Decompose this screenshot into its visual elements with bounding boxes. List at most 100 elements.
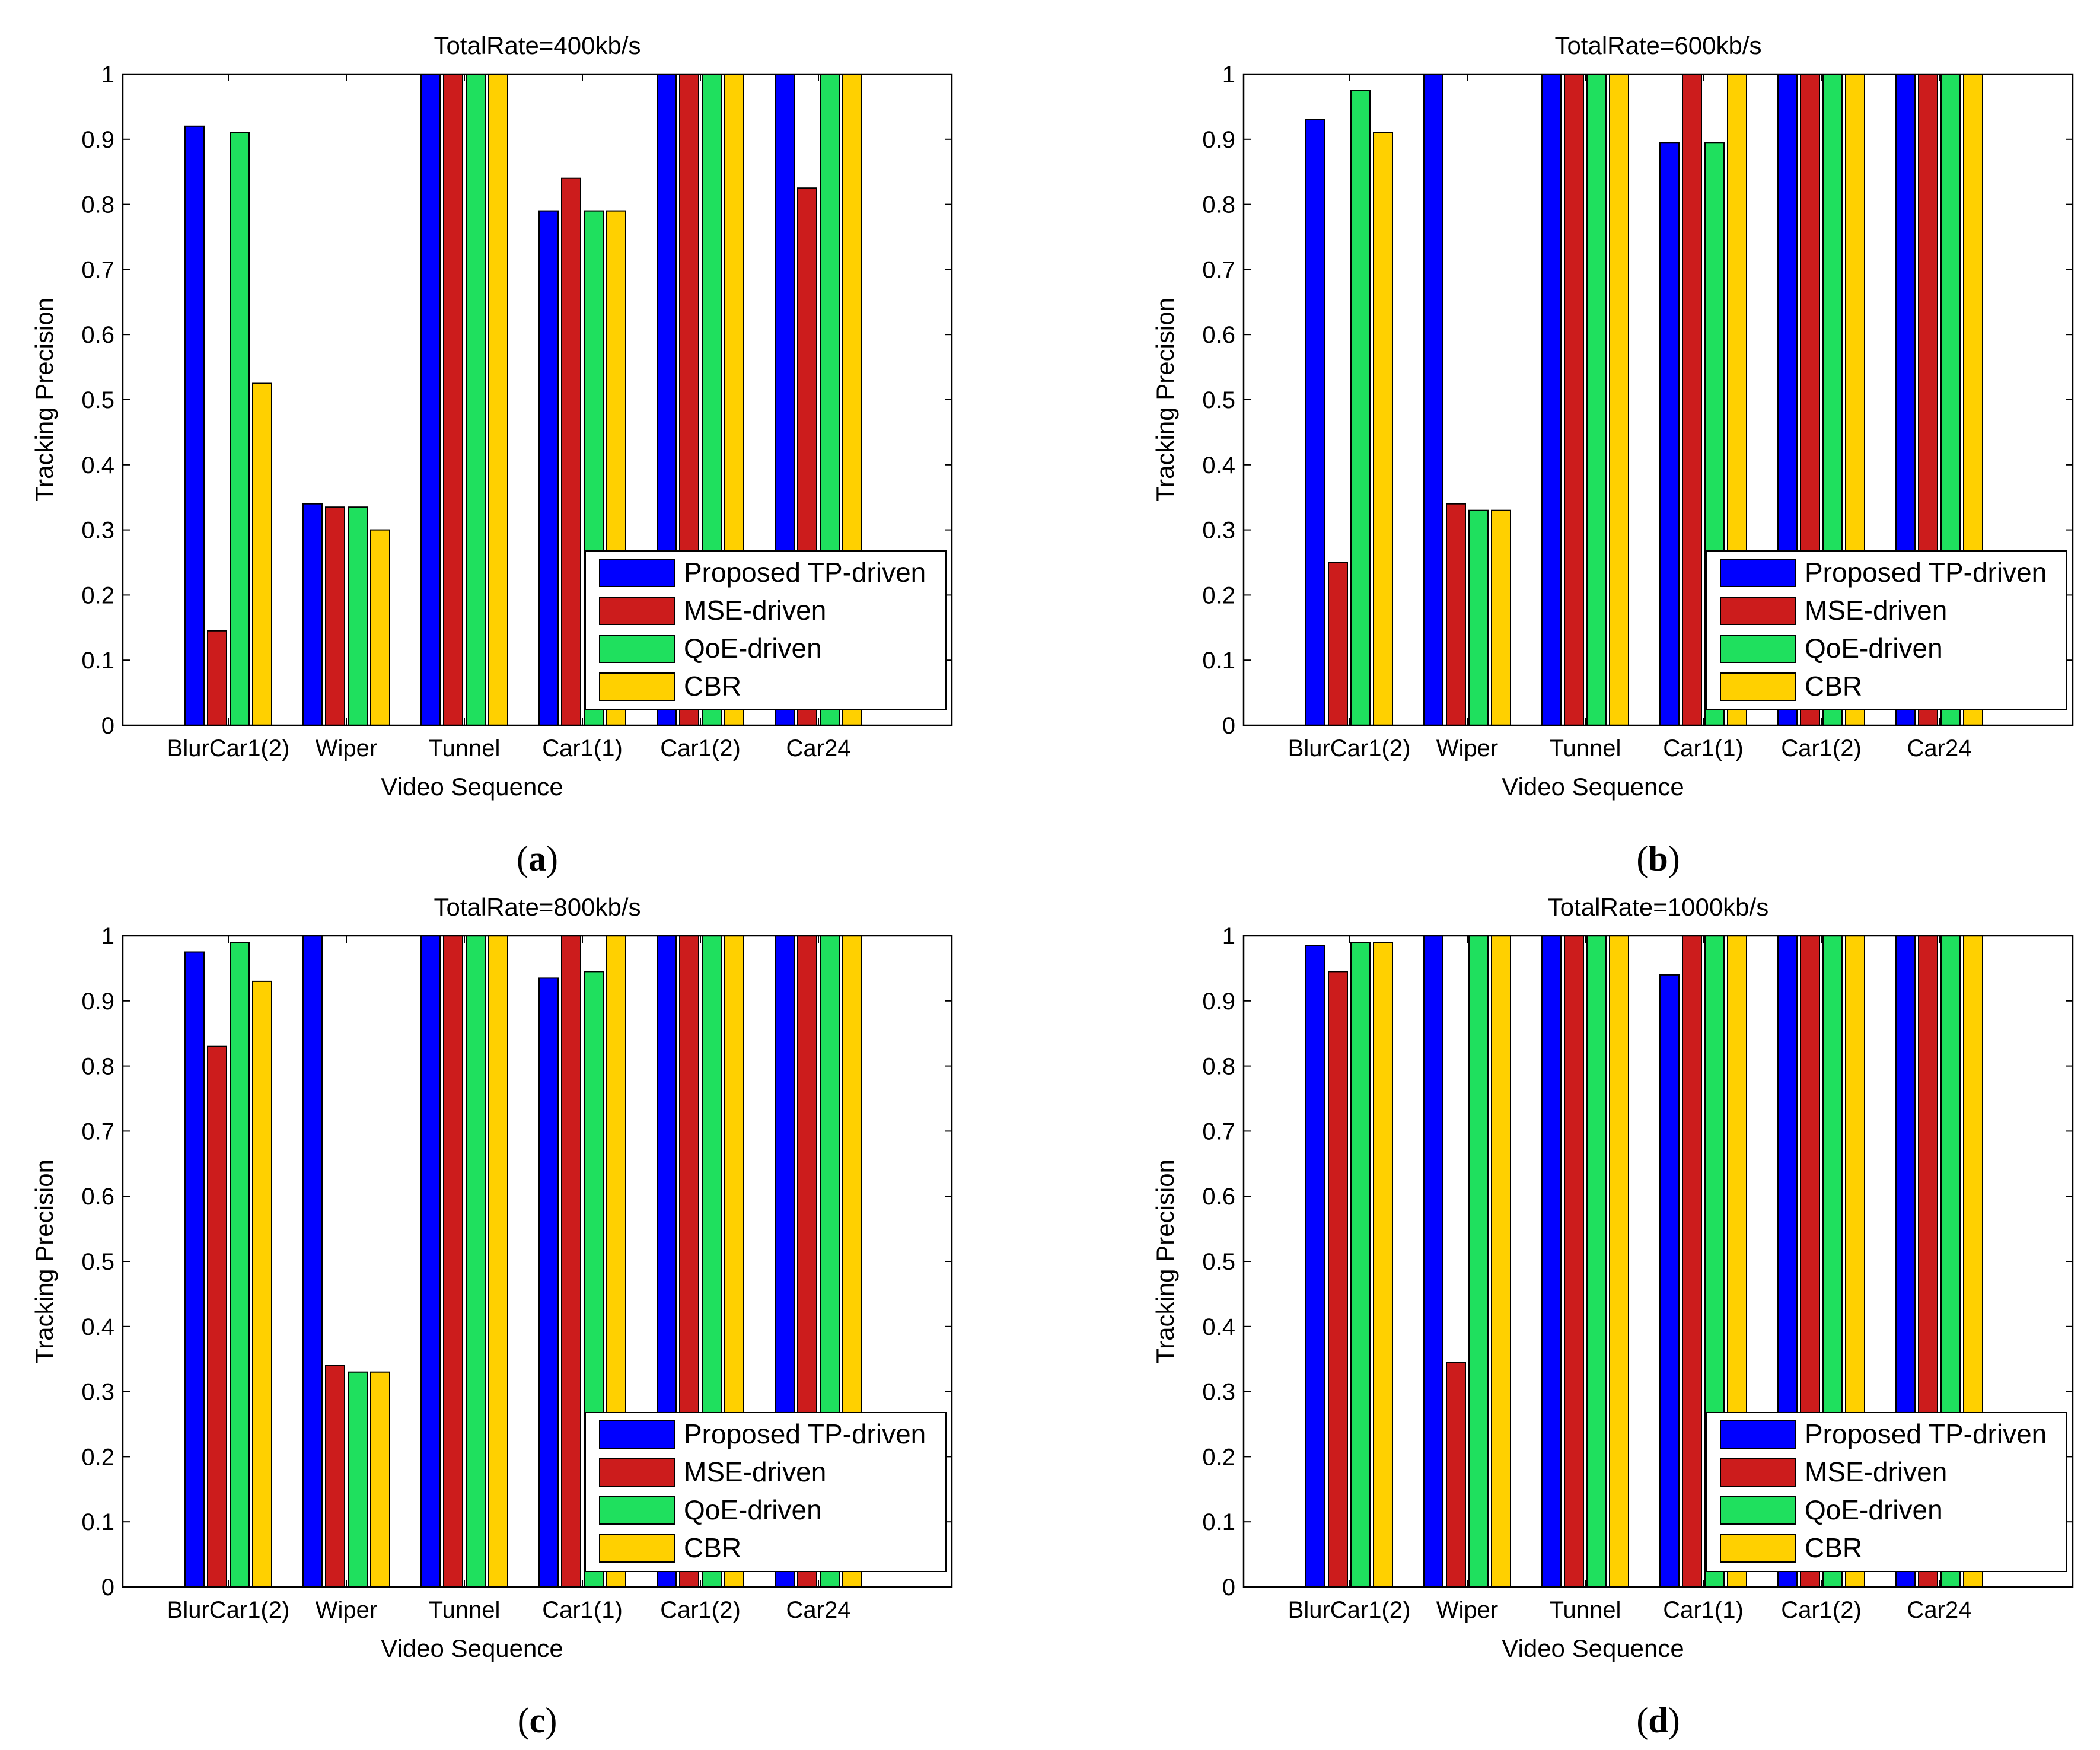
bar-b-qoe-driven-1 (1468, 509, 1489, 726)
x-tick-label: Car1(2) (1781, 1597, 1862, 1623)
bar-b-qoe-driven-0 (1350, 90, 1371, 726)
panel-caption: (a) (517, 839, 558, 878)
bar-a-proposed-tp-driven-3 (538, 210, 559, 726)
x-tick-label: Car24 (1907, 735, 1972, 761)
bar-a-proposed-tp-driven-0 (184, 125, 205, 726)
x-tick-label: Car24 (786, 1597, 851, 1623)
y-tick-label: 0.1 (1202, 1509, 1235, 1535)
y-tick-label: 0.3 (1202, 518, 1235, 544)
bar-a-proposed-tp-driven-2 (420, 74, 441, 726)
panel-caption: (b) (1636, 839, 1680, 878)
chart-panel-b: 0 0.1 0.2 0.3 0.4 0.5 0.6 0.7 0.8 0.9 1 BlurCar1(2)… (1151, 31, 2074, 878)
legend-label: Proposed TP-driven (1805, 557, 2047, 588)
legend-label: QoE-driven (684, 633, 822, 664)
legend-label: Proposed TP-driven (684, 557, 926, 588)
y-tick-label: 0.8 (81, 1054, 114, 1080)
x-tick-label: Wiper (316, 735, 377, 761)
x-tick-label: Tunnel (429, 1597, 501, 1623)
legend-label: MSE-driven (684, 595, 826, 626)
chart-title: TotalRate=400kb/s (434, 31, 640, 59)
caption-letter: b (1648, 839, 1668, 878)
y-tick-label: 0.5 (1202, 1249, 1235, 1275)
bar-a-cbr-1 (370, 529, 390, 726)
y-tick-label: 0.8 (1202, 1054, 1235, 1080)
legend-label: MSE-driven (1805, 595, 1947, 626)
chart-title: TotalRate=800kb/s (434, 893, 640, 921)
y-tick-label: 0.5 (81, 387, 114, 413)
legend-swatch (599, 1496, 675, 1525)
x-tick-label: Tunnel (429, 735, 501, 761)
x-axis-label: Video Sequence (381, 773, 563, 801)
panel-caption: (c) (518, 1701, 557, 1740)
bar-a-mse-driven-1 (325, 506, 345, 726)
x-tick-label: Car1(2) (660, 1597, 741, 1623)
bar-c-qoe-driven-1 (348, 1371, 368, 1588)
y-tick-label: 0 (101, 1574, 114, 1601)
legend-swatch (1720, 672, 1796, 701)
caption-paren-close: ) (1668, 1701, 1680, 1740)
legend-swatch (1720, 1534, 1796, 1563)
bar-a-cbr-2 (488, 74, 508, 726)
legend-label: QoE-driven (684, 1494, 822, 1525)
bar-c-mse-driven-1 (325, 1365, 345, 1588)
x-axis-label: Video Sequence (1502, 773, 1684, 801)
chart-title: TotalRate=1000kb/s (1548, 893, 1768, 921)
x-tick-label: Car1(1) (542, 735, 623, 761)
y-tick-label: 0 (1222, 713, 1235, 739)
caption-paren-open: ( (517, 839, 528, 878)
y-tick-label: 0.6 (81, 322, 114, 348)
bar-a-proposed-tp-driven-1 (302, 503, 323, 726)
x-tick-label: BlurCar1(2) (167, 735, 290, 761)
legend-swatch (1720, 559, 1796, 587)
caption-paren-open: ( (1636, 839, 1648, 878)
bar-a-cbr-0 (252, 382, 272, 726)
y-tick-label: 0.8 (81, 192, 114, 218)
y-tick-label: 0.3 (81, 1379, 114, 1405)
legend-swatch (599, 1534, 675, 1563)
legend-label: MSE-driven (684, 1456, 826, 1487)
y-tick-label: 0 (101, 713, 114, 739)
bar-b-cbr-1 (1491, 509, 1511, 726)
y-tick-label: 1 (101, 923, 114, 949)
chart-panel-d: 0 0.1 0.2 0.3 0.4 0.5 0.6 0.7 0.8 0.9 1 BlurCar1(2)… (1151, 893, 2074, 1740)
y-tick-label: 0.1 (1202, 648, 1235, 674)
y-tick-label: 0.8 (1202, 192, 1235, 218)
bar-d-proposed-tp-driven-0 (1305, 945, 1325, 1588)
x-axis-label: Video Sequence (381, 1634, 563, 1662)
bar-a-mse-driven-2 (443, 74, 463, 726)
x-tick-label: BlurCar1(2) (1288, 735, 1411, 761)
y-axis-label: Tracking Precision (1151, 1159, 1179, 1363)
legend-swatch (1720, 635, 1796, 663)
bar-d-qoe-driven-2 (1586, 935, 1607, 1588)
bar-b-mse-driven-3 (1682, 74, 1702, 726)
bar-c-proposed-tp-driven-2 (420, 935, 441, 1588)
bar-d-cbr-0 (1373, 942, 1393, 1588)
bar-b-mse-driven-1 (1446, 503, 1466, 726)
y-axis-label: Tracking Precision (30, 298, 58, 502)
y-tick-label: 0.1 (81, 1509, 114, 1535)
x-tick-label: Wiper (1436, 1597, 1498, 1623)
y-tick-label: 0.2 (81, 582, 114, 608)
bar-d-cbr-1 (1491, 935, 1511, 1588)
bar-c-proposed-tp-driven-1 (302, 935, 323, 1588)
bar-b-proposed-tp-driven-0 (1305, 119, 1325, 726)
bar-c-cbr-1 (370, 1371, 390, 1588)
bar-c-qoe-driven-0 (230, 942, 250, 1588)
y-tick-label: 0.2 (1202, 582, 1235, 608)
bar-c-proposed-tp-driven-3 (538, 977, 559, 1588)
x-tick-label: Car1(1) (1663, 1597, 1744, 1623)
bar-b-qoe-driven-2 (1586, 74, 1607, 726)
x-axis-label: Video Sequence (1502, 1634, 1684, 1662)
x-tick-label: Tunnel (1550, 1597, 1621, 1623)
y-tick-label: 0.6 (81, 1184, 114, 1210)
legend: Proposed TP-driven MSE-driven QoE-driven CB… (585, 1412, 947, 1572)
bar-c-proposed-tp-driven-0 (184, 951, 205, 1588)
y-tick-label: 0.1 (81, 648, 114, 674)
x-tick-label: Car1(1) (542, 1597, 623, 1623)
legend: Proposed TP-driven MSE-driven QoE-driven CB… (585, 550, 947, 710)
legend-swatch (1720, 1496, 1796, 1525)
x-tick-label: BlurCar1(2) (1288, 1597, 1411, 1623)
y-tick-label: 0.4 (81, 452, 114, 479)
y-tick-label: 0.9 (1202, 127, 1235, 153)
y-tick-label: 0 (1222, 1574, 1235, 1601)
